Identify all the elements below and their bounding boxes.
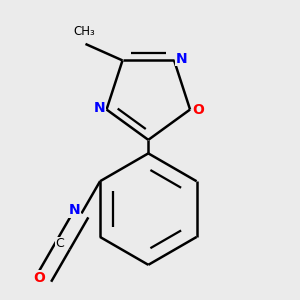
Text: N: N	[176, 52, 188, 66]
Text: CH₃: CH₃	[73, 25, 95, 38]
Text: N: N	[93, 101, 105, 115]
Text: O: O	[33, 271, 45, 285]
Text: N: N	[69, 203, 80, 217]
Text: O: O	[193, 103, 205, 116]
Text: C: C	[55, 237, 64, 250]
